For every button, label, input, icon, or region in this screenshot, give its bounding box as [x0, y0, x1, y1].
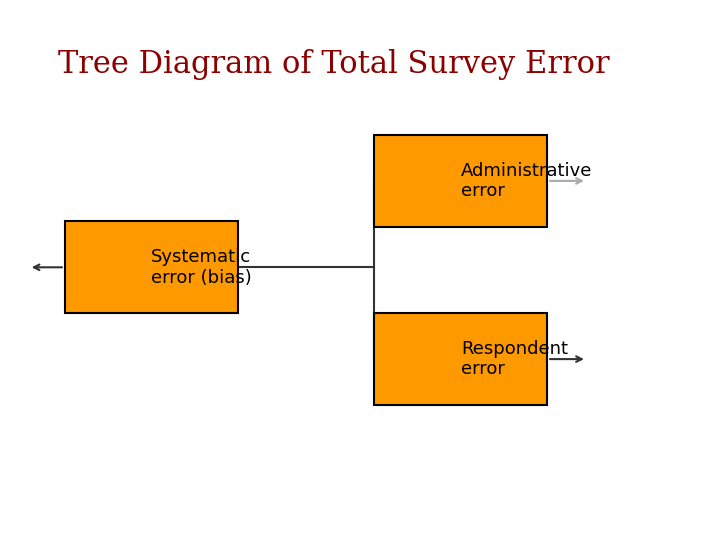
Text: Administrative
error: Administrative error [461, 161, 592, 200]
Text: Systematic
error (bias): Systematic error (bias) [151, 248, 252, 287]
FancyBboxPatch shape [374, 313, 547, 405]
Text: Respondent
error: Respondent error [461, 340, 568, 379]
Text: Tree Diagram of Total Survey Error: Tree Diagram of Total Survey Error [58, 49, 609, 80]
FancyBboxPatch shape [374, 135, 547, 227]
FancyBboxPatch shape [65, 221, 238, 313]
